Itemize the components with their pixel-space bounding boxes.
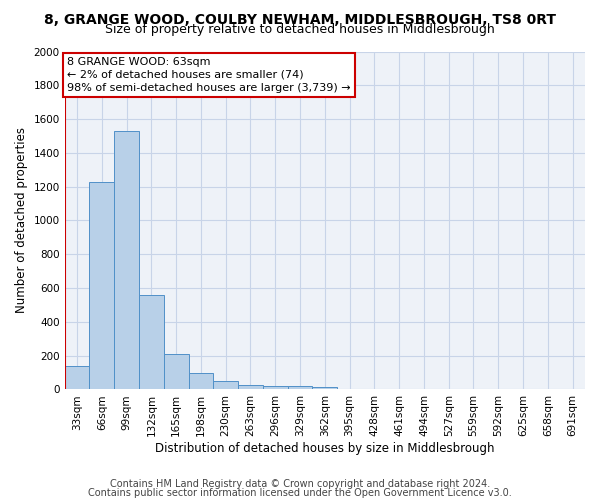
Text: 8, GRANGE WOOD, COULBY NEWHAM, MIDDLESBROUGH, TS8 0RT: 8, GRANGE WOOD, COULBY NEWHAM, MIDDLESBR…: [44, 12, 556, 26]
Bar: [238, 385, 263, 390]
Bar: [337, 388, 362, 390]
Bar: [65, 366, 89, 390]
Bar: [139, 295, 164, 390]
Bar: [164, 354, 188, 390]
Text: 8 GRANGE WOOD: 63sqm
← 2% of detached houses are smaller (74)
98% of semi-detach: 8 GRANGE WOOD: 63sqm ← 2% of detached ho…: [67, 56, 351, 93]
Bar: [188, 374, 214, 390]
Text: Contains HM Land Registry data © Crown copyright and database right 2024.: Contains HM Land Registry data © Crown c…: [110, 479, 490, 489]
Bar: [313, 387, 337, 390]
Bar: [89, 182, 114, 390]
Bar: [263, 386, 287, 390]
Text: Contains public sector information licensed under the Open Government Licence v3: Contains public sector information licen…: [88, 488, 512, 498]
Y-axis label: Number of detached properties: Number of detached properties: [15, 128, 28, 314]
Text: Size of property relative to detached houses in Middlesbrough: Size of property relative to detached ho…: [105, 22, 495, 36]
Bar: [287, 386, 313, 390]
Bar: [214, 381, 238, 390]
X-axis label: Distribution of detached houses by size in Middlesbrough: Distribution of detached houses by size …: [155, 442, 494, 455]
Bar: [114, 131, 139, 390]
